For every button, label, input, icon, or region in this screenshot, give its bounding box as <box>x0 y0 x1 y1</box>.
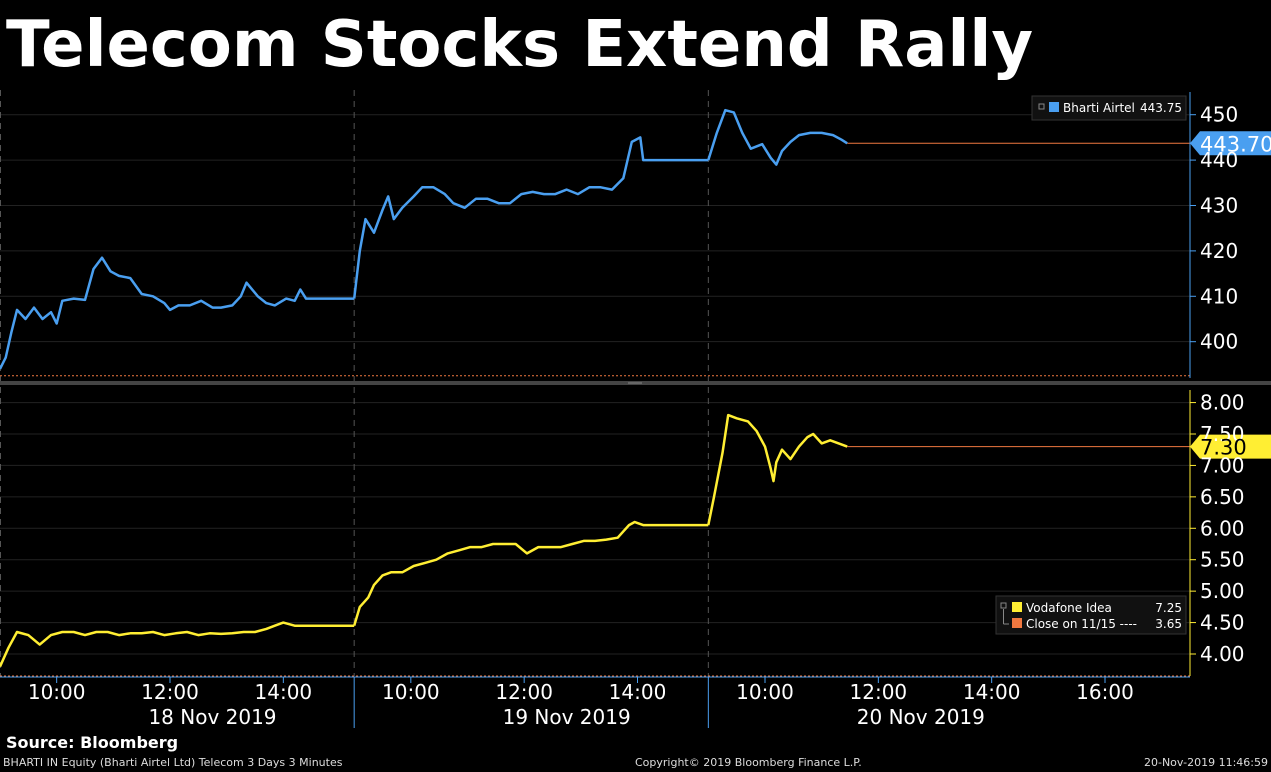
last-value-label: 443.70 <box>1200 132 1271 156</box>
y-tick-label: 5.00 <box>1200 579 1245 603</box>
y-tick-label: 450 <box>1200 103 1238 127</box>
y-tick-label: 7.00 <box>1200 453 1245 477</box>
series-line <box>352 136 709 299</box>
x-tick-label: 14:00 <box>255 680 313 704</box>
source-note: Source: Bloomberg <box>6 733 179 752</box>
x-tick-label: 10:00 <box>382 680 440 704</box>
x-tick-label: 12:00 <box>495 680 553 704</box>
x-tick-label: 16:00 <box>1076 680 1134 704</box>
y-tick-label: 6.50 <box>1200 485 1245 509</box>
legend-label: Close on 11/15 ---- <box>1026 617 1137 631</box>
x-tick-label: 14:00 <box>963 680 1021 704</box>
x-tick-label: 12:00 <box>141 680 199 704</box>
series-lines <box>0 108 848 668</box>
y-tick-label: 400 <box>1200 330 1238 354</box>
y-tick-label: 4.50 <box>1200 611 1245 635</box>
series-line <box>0 621 355 668</box>
x-tick-label: 10:00 <box>28 680 86 704</box>
y-tick-label: 410 <box>1200 284 1238 308</box>
series-line <box>353 520 709 627</box>
last-value-marker <box>1190 434 1271 459</box>
y-tick-label: 420 <box>1200 239 1238 263</box>
series-line <box>0 256 355 370</box>
x-date-label: 20 Nov 2019 <box>857 705 985 729</box>
reference-lines <box>0 142 1190 677</box>
x-tick-label: 12:00 <box>850 680 908 704</box>
footer-security: BHARTI IN Equity (Bharti Airtel Ltd) Tel… <box>3 756 343 769</box>
legend-collapse-icon <box>1000 602 1007 609</box>
chart-canvas: 400 410 420 430 440 450 443.70 4.00 4.50 5.00 5.50… <box>0 90 1271 729</box>
footer-timestamp: 20-Nov-2019 11:46:59 <box>1143 756 1268 769</box>
tick-labels: 400 410 420 430 440 450 443.70 4.00 4.50 5.00 5.50… <box>28 103 1271 729</box>
x-tick-label: 14:00 <box>609 680 667 704</box>
y-tick-label: 5.50 <box>1200 548 1245 572</box>
legend-swatch <box>1012 618 1022 628</box>
series-line <box>707 108 848 166</box>
legend-box <box>995 595 1187 635</box>
footer-copyright: Copyright© 2019 Bloomberg Finance L.P. <box>635 756 862 769</box>
axes <box>0 92 1271 728</box>
last-value-marker <box>1190 131 1271 156</box>
y-tick-label: 440 <box>1200 148 1238 172</box>
x-date-label: 19 Nov 2019 <box>503 705 631 729</box>
legend-swatch <box>1049 102 1059 112</box>
legends: Bharti Airtel 443.75 Vodafone Idea 7.25 Clos… <box>995 95 1187 635</box>
legend-label: Bharti Airtel <box>1063 101 1135 115</box>
y-tick-label: 8.00 <box>1200 391 1245 415</box>
page-title: Telecom Stocks Extend Rally <box>6 8 1034 82</box>
grid-lines <box>0 90 1190 676</box>
x-tick-label: 10:00 <box>736 680 794 704</box>
x-date-label: 18 Nov 2019 <box>148 705 276 729</box>
legend-value: 443.75 <box>1140 101 1182 115</box>
legend-label: Vodafone Idea <box>1026 601 1112 615</box>
y-tick-label: 4.00 <box>1200 642 1245 666</box>
series-line <box>707 413 848 526</box>
y-tick-label: 7.50 <box>1200 422 1245 446</box>
last-value-label: 7.30 <box>1200 436 1247 460</box>
y-tick-label: 6.00 <box>1200 516 1245 540</box>
y-tick-label: 430 <box>1200 193 1238 217</box>
legend-collapse-icon <box>1038 103 1045 110</box>
legend-value: 3.65 <box>1155 617 1182 631</box>
legend-swatch <box>1012 602 1022 612</box>
legend-value: 7.25 <box>1155 601 1182 615</box>
